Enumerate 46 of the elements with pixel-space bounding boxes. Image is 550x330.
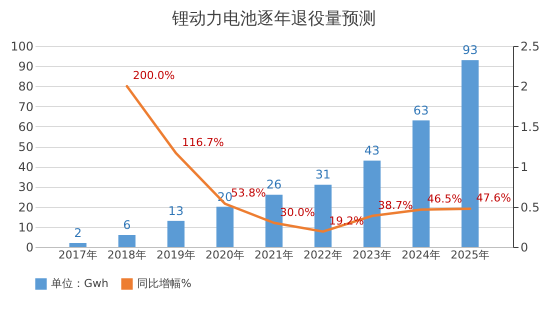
x-tick-label: 2023年 bbox=[352, 248, 392, 262]
y-tick-label: 50 bbox=[18, 140, 34, 154]
bar bbox=[167, 220, 185, 247]
x-tick-label: 2018年 bbox=[107, 248, 146, 262]
y-tick-label: 0 bbox=[26, 240, 34, 254]
data-label: 6 bbox=[123, 218, 131, 232]
bar bbox=[216, 206, 234, 247]
y-tick-label: 60 bbox=[18, 120, 34, 134]
y2-tick-label: 0 bbox=[520, 240, 528, 254]
bar bbox=[118, 234, 136, 247]
y2-tick-label: 2 bbox=[520, 80, 528, 94]
bar bbox=[69, 242, 86, 247]
bar bbox=[314, 184, 332, 247]
y-tick-label: 80 bbox=[18, 80, 34, 94]
data-label: 53.8% bbox=[230, 186, 266, 200]
data-label: 200.0% bbox=[132, 69, 175, 82]
legend-label: 单位：Gwh bbox=[51, 277, 109, 290]
y2-tick-label: 2.5 bbox=[520, 40, 540, 54]
data-label: 93 bbox=[462, 43, 478, 58]
line-series bbox=[126, 84, 472, 233]
y-tick-label: 10 bbox=[18, 220, 34, 234]
x-tick-label: 2022年 bbox=[304, 248, 343, 262]
data-label: 31 bbox=[315, 168, 331, 182]
x-tick-label: 2019年 bbox=[156, 248, 196, 262]
y2-tick-label: 1.5 bbox=[520, 120, 540, 134]
y2-tick-label: 1 bbox=[520, 160, 528, 174]
y-tick-label: 40 bbox=[18, 160, 34, 174]
data-label: 116.7% bbox=[182, 136, 224, 150]
chart-title: 锂动力电池逐年退役量预测 bbox=[171, 9, 376, 29]
y-tick-label: 90 bbox=[18, 60, 34, 74]
y-tick-label: 70 bbox=[18, 100, 34, 114]
y-tick-label: 20 bbox=[18, 200, 34, 214]
legend-label: 同比增幅% bbox=[137, 277, 192, 290]
y2-tick-label: 0.5 bbox=[520, 200, 540, 214]
y-tick-label: 30 bbox=[18, 180, 34, 194]
data-label: 13 bbox=[168, 204, 184, 218]
x-tick-label: 2025年 bbox=[450, 248, 490, 262]
data-label: 63 bbox=[413, 103, 429, 118]
y-tick-label: 100 bbox=[10, 40, 34, 54]
x-tick-label: 2021年 bbox=[254, 248, 294, 262]
data-label: 2 bbox=[74, 226, 82, 240]
x-tick-label: 2017年 bbox=[58, 248, 98, 262]
data-label: 26 bbox=[266, 178, 282, 192]
x-tick-label: 2020年 bbox=[205, 248, 244, 262]
data-label: 43 bbox=[364, 144, 380, 158]
x-tick-label: 2024年 bbox=[402, 248, 441, 262]
